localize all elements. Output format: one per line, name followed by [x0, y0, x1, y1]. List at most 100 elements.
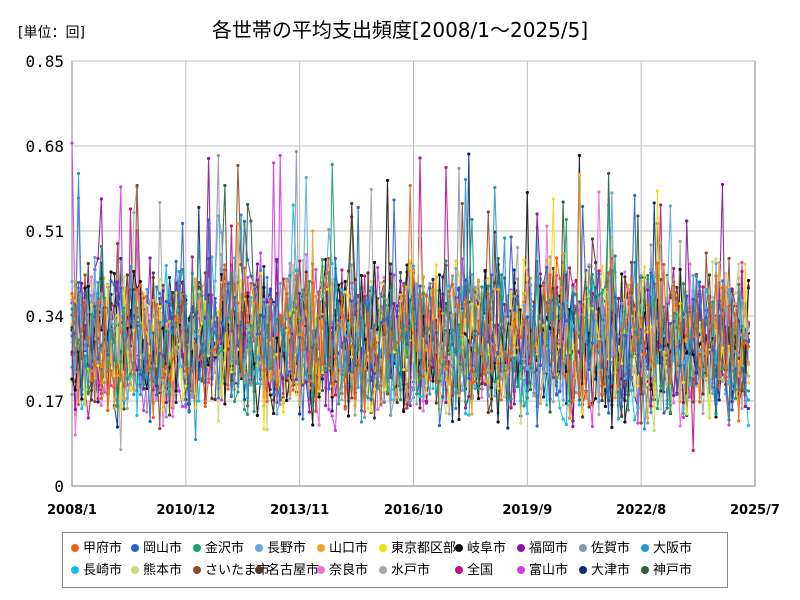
data-point [255, 262, 259, 266]
data-point [467, 289, 471, 293]
data-point [317, 373, 321, 377]
data-point [142, 296, 146, 300]
data-point [379, 292, 383, 296]
data-point [555, 393, 559, 397]
data-point [704, 287, 708, 292]
data-point [346, 321, 351, 326]
data-point [519, 421, 523, 425]
data-point [418, 292, 422, 297]
data-point [600, 398, 604, 403]
data-point [415, 392, 419, 396]
data-point [545, 343, 549, 348]
data-point [262, 355, 266, 359]
data-point [148, 419, 152, 424]
data-point [288, 279, 292, 283]
data-point [151, 298, 155, 303]
data-point [142, 386, 146, 391]
data-point [476, 386, 481, 390]
data-point [363, 409, 367, 414]
data-point [418, 406, 422, 410]
data-point [164, 299, 168, 304]
data-point [138, 283, 142, 287]
data-point [366, 296, 370, 300]
legend-label: 神戸市 [653, 563, 693, 578]
data-point [701, 356, 705, 360]
data-point [584, 390, 588, 395]
data-point [314, 329, 318, 333]
data-point [161, 381, 165, 385]
data-point [102, 380, 107, 385]
data-point [93, 387, 97, 392]
data-point [376, 265, 380, 270]
data-point [652, 298, 656, 302]
data-point [509, 235, 513, 239]
data-point [210, 349, 214, 353]
data-point [620, 328, 624, 332]
data-point [317, 389, 321, 393]
data-point [164, 324, 168, 329]
data-point [733, 367, 738, 371]
data-point [122, 306, 126, 310]
data-point [164, 364, 168, 369]
data-point [246, 275, 250, 280]
data-point [372, 416, 377, 420]
data-point [372, 260, 377, 265]
data-point [252, 362, 256, 366]
data-point [281, 323, 285, 328]
data-point [587, 367, 591, 372]
data-point [450, 328, 455, 332]
data-point [148, 302, 152, 306]
data-point [340, 343, 344, 348]
data-point [613, 295, 617, 300]
data-point [561, 251, 565, 256]
data-point [652, 282, 656, 286]
data-point [363, 301, 367, 305]
data-point [564, 301, 569, 305]
data-point [626, 313, 630, 318]
data-point [529, 365, 533, 370]
data-point [229, 224, 233, 228]
data-point [272, 370, 276, 374]
data-point [503, 276, 507, 280]
data-point [457, 286, 461, 290]
data-point [268, 393, 272, 397]
data-point [626, 376, 630, 381]
data-point [132, 269, 136, 274]
data-point [639, 316, 643, 320]
data-point [727, 256, 731, 261]
y-tick-label: 0.85 [25, 52, 64, 71]
data-point [379, 320, 383, 325]
y-tick-label: 0.17 [25, 392, 64, 411]
data-point [236, 390, 240, 394]
data-point [623, 298, 627, 302]
data-point [83, 403, 87, 407]
data-point [620, 404, 624, 409]
data-point [320, 362, 324, 366]
data-point [125, 333, 129, 337]
data-point [402, 367, 406, 372]
data-point [311, 404, 315, 408]
data-point [564, 376, 569, 381]
data-point [392, 333, 396, 337]
data-point [265, 323, 269, 328]
data-point [555, 352, 559, 356]
data-point [343, 355, 347, 359]
data-point [672, 280, 676, 284]
data-point [288, 311, 292, 316]
data-point [424, 340, 429, 345]
data-point [610, 191, 614, 195]
data-point [678, 321, 682, 326]
data-point [421, 374, 425, 379]
data-point [620, 414, 624, 419]
legend-swatch [579, 543, 587, 552]
data-point [564, 319, 569, 323]
data-point [587, 315, 591, 320]
data-point [324, 321, 328, 326]
data-point [272, 302, 276, 307]
data-point [470, 302, 474, 306]
data-point [681, 380, 686, 385]
data-point [454, 350, 458, 354]
data-point [83, 354, 87, 358]
data-point [233, 399, 237, 404]
